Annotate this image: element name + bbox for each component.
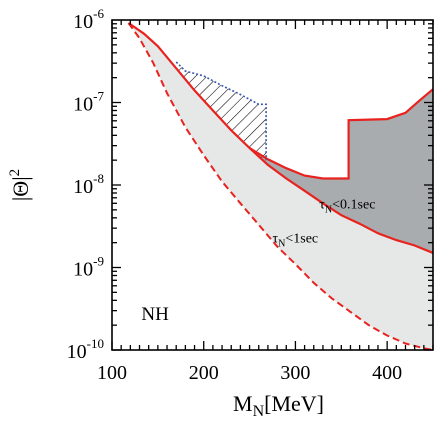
x-tick-label: 100: [97, 362, 127, 384]
solid-boundary-line: [127, 22, 433, 255]
region-excluded: [128, 20, 433, 179]
region-hatched: [176, 62, 268, 165]
y-axis-title: |Θ|2: [7, 169, 33, 201]
hatch-edge-line: [175, 61, 267, 161]
x-tick-label: 200: [189, 362, 219, 384]
x-tick-label: 300: [280, 362, 310, 384]
dashed-boundary-line: [127, 22, 433, 350]
region-lifetime-0.1sec: [249, 89, 433, 253]
y-tick-label: 10-10: [67, 336, 104, 363]
curves: [127, 22, 433, 350]
experimental-bound-line: [249, 88, 433, 180]
x-tick-label: 400: [372, 362, 402, 384]
ticks: [111, 20, 434, 351]
labels: 100 200 300 400 10-10 10-9 10-8 10-7 10-6 MN[MeV]…: [7, 6, 402, 420]
y-tick-label: 10-9: [73, 254, 104, 281]
x-axis-title: MN[MeV]: [233, 391, 324, 420]
annotation-tau-0.1sec: τN<0.1sec: [319, 197, 375, 215]
y-tick-label: 10-7: [73, 89, 104, 116]
y-tick-label: 10-8: [73, 171, 104, 198]
y-tick-label: 10-6: [73, 6, 104, 33]
annotation-tau-1sec: τN<1sec: [273, 232, 319, 250]
annotation-nh: NH: [141, 304, 169, 325]
